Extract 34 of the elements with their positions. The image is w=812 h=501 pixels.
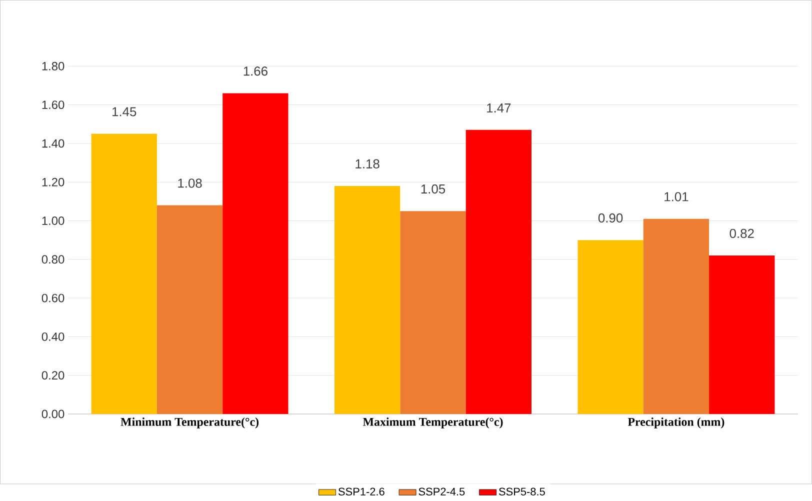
data-label: 1.45 — [112, 107, 136, 116]
y-tick-label: 1.60 — [42, 100, 64, 110]
x-tick-label: Maximum Temperature(°c) — [362, 418, 503, 428]
data-label: 1.18 — [356, 159, 380, 169]
y-tick-label: 0.40 — [42, 332, 64, 341]
legend-label: SSP5-8.5 — [499, 488, 545, 496]
data-label: 1.47 — [487, 104, 511, 112]
x-tick-label: Precipitation (mm) — [628, 418, 724, 428]
y-tick-label: 1.20 — [42, 178, 64, 186]
data-label: 1.66 — [244, 66, 268, 76]
bar — [709, 256, 775, 414]
bar — [222, 93, 288, 414]
y-tick-label: 0.80 — [42, 255, 64, 264]
bar — [334, 186, 400, 414]
data-label: 0.82 — [730, 228, 754, 238]
x-tick-label: Minimum Temperature(°c) — [120, 418, 259, 428]
y-tick-label: 1.00 — [42, 216, 64, 226]
bar — [578, 240, 644, 414]
data-label: 1.08 — [178, 178, 202, 188]
legend-label: SSP1-2.6 — [338, 488, 384, 496]
y-tick-label: 0.20 — [42, 371, 64, 380]
legend-label: SSP2-4.5 — [418, 488, 465, 496]
bar — [400, 211, 466, 414]
bar — [466, 130, 532, 414]
bar — [156, 205, 223, 414]
data-label: 1.05 — [421, 184, 446, 194]
bar — [643, 218, 710, 414]
y-tick-label: 1.80 — [42, 62, 64, 70]
y-tick-label: 0.60 — [42, 294, 64, 302]
y-tick-label: 0.00 — [42, 410, 64, 418]
bar — [91, 134, 157, 414]
data-label: 0.90 — [598, 213, 623, 223]
y-tick-label: 1.40 — [42, 139, 64, 148]
data-label: 1.01 — [664, 192, 688, 202]
